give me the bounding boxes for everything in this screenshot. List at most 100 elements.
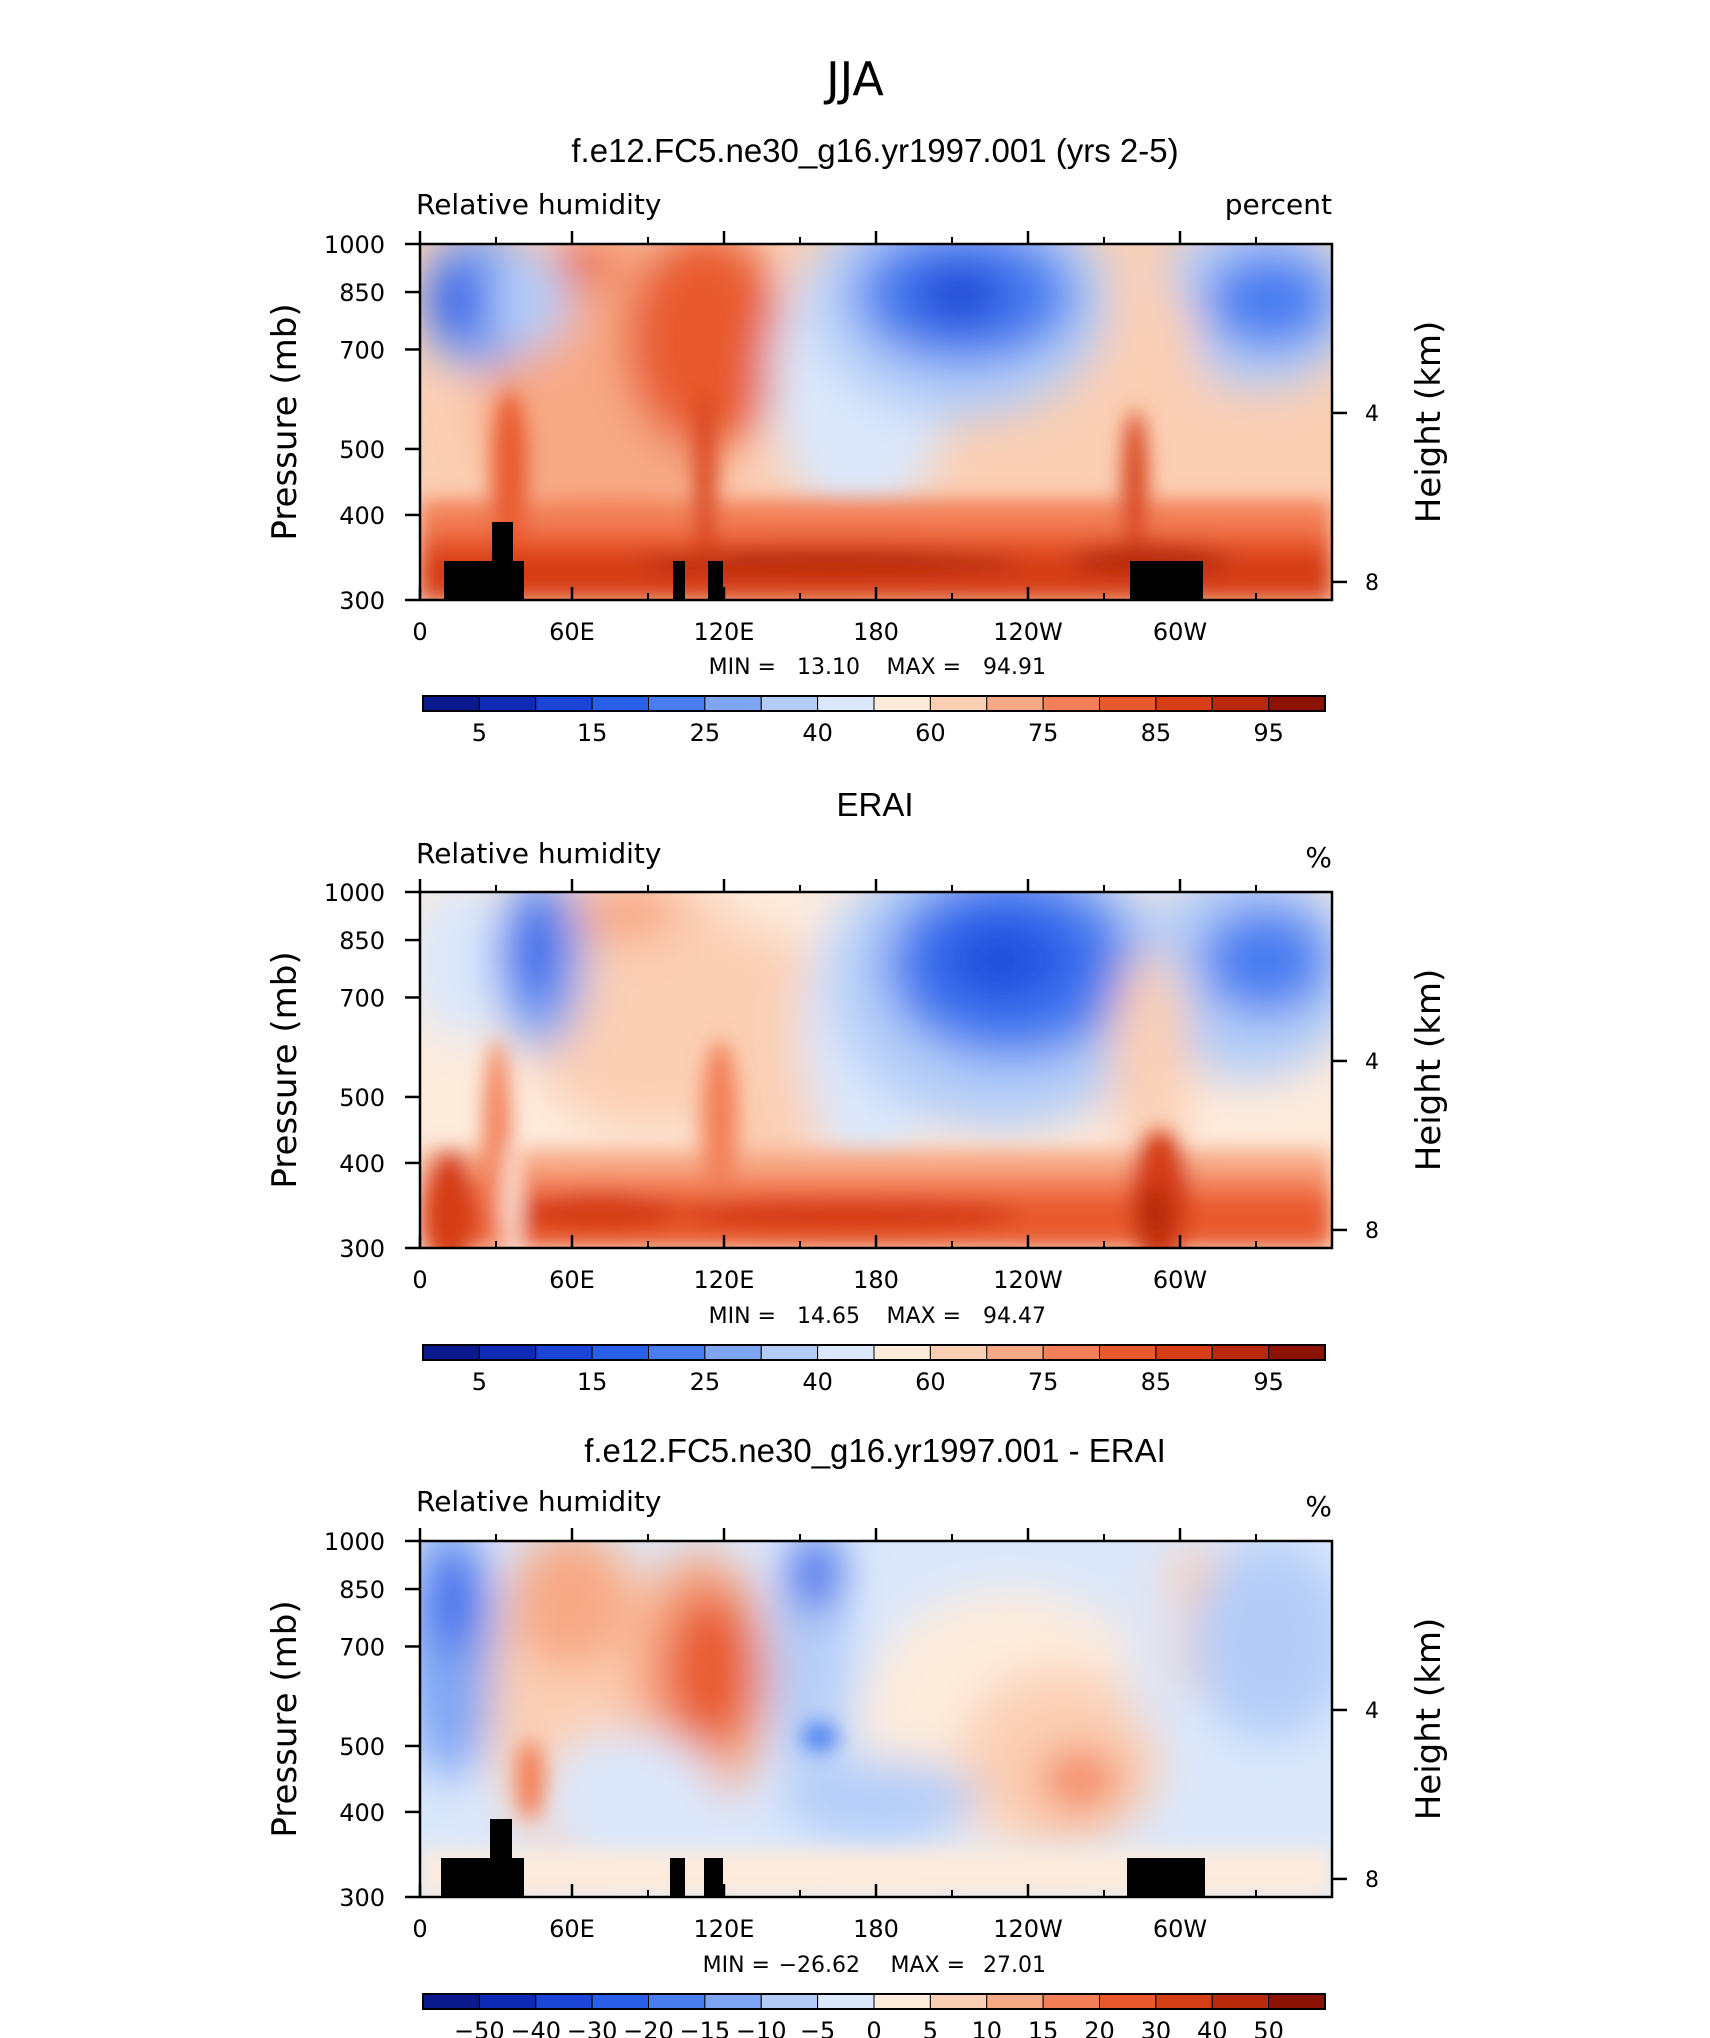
colorbar-swatch <box>1155 1344 1213 1361</box>
colorbar-swatch <box>1268 695 1326 712</box>
colorbar-swatch <box>760 695 819 712</box>
x-tick-label: 180 <box>853 618 899 646</box>
panel-left-label: Relative humidity <box>416 188 661 221</box>
colorbar-swatch <box>1211 695 1270 712</box>
colorbar-label: 5 <box>472 719 487 747</box>
x-tick-label: 0 <box>412 1266 427 1294</box>
min-label: MIN = <box>709 655 776 680</box>
x-tick-label: 120W <box>993 618 1063 646</box>
y-tick-label: 850 <box>339 279 385 307</box>
colorbar-label: −20 <box>623 2017 674 2038</box>
y-tick-label: 300 <box>339 587 385 615</box>
colorbar-label: 25 <box>690 1368 721 1396</box>
y-axis-right-label: Height (km) <box>1409 321 1449 524</box>
y-right-tick-label: 4 <box>1365 402 1379 427</box>
colorbar-swatch <box>1155 695 1213 712</box>
colorbar-swatch <box>1042 1344 1100 1361</box>
colorbar-swatch <box>986 695 1044 712</box>
colorbar-swatch <box>929 1993 988 2010</box>
y-tick-label: 500 <box>339 436 385 464</box>
y-tick-label: 700 <box>339 984 385 1012</box>
x-tick-label: 60E <box>549 1915 595 1943</box>
colorbar-label: 25 <box>690 719 721 747</box>
axes: 0 60E 120E 180 120W 60W 300 400 500 700 850 1000 8 4 <box>324 879 1379 1294</box>
colorbar-swatch <box>591 1993 649 2010</box>
colorbar-swatch <box>873 1993 931 2010</box>
colorbar-label: 85 <box>1141 719 1172 747</box>
min-value: −26.62 <box>779 1953 860 1978</box>
y-axis-label: Pressure (mb) <box>265 951 305 1188</box>
colorbar-swatch <box>535 1344 593 1361</box>
colorbar-swatch <box>535 695 593 712</box>
colorbar-swatch <box>1099 1344 1157 1361</box>
colorbar-label: 10 <box>971 2017 1002 2038</box>
x-tick-label: 120E <box>694 1915 755 1943</box>
colorbar-frame <box>422 1344 1326 1361</box>
colorbar-swatch <box>1042 695 1100 712</box>
colorbar-swatch <box>929 695 988 712</box>
topography-mask <box>444 522 1203 600</box>
colorbar-label: −15 <box>680 2017 731 2038</box>
colorbar-swatch <box>873 695 931 712</box>
figure-title: JJA <box>823 52 884 106</box>
y-tick-label: 500 <box>339 1084 385 1112</box>
colorbar-label: −30 <box>567 2017 618 2038</box>
axes: 0 60E 120E 180 120W 60W 300 400 500 700 850 1000 8 4 <box>324 1528 1379 1943</box>
colorbar-label: 95 <box>1253 719 1284 747</box>
y-tick-label: 850 <box>339 1576 385 1604</box>
y-axis-label: Pressure (mb) <box>265 1600 305 1837</box>
colorbar-swatch <box>1211 1993 1270 2010</box>
colorbar: −50 −40 −30 −20 −15 −10 −5 0 5 10 15 20 30 40 50 <box>422 1993 1326 2038</box>
colorbar-label: 5 <box>472 1368 487 1396</box>
y-right-tick-label: 4 <box>1365 1699 1379 1724</box>
panel-reanalysis: ERAI Relative humidity % <box>265 786 1449 1396</box>
x-tick-label: 120W <box>993 1915 1063 1943</box>
max-label: MAX = <box>886 655 961 680</box>
y-tick-label: 500 <box>339 1733 385 1761</box>
y-tick-label: 400 <box>339 502 385 530</box>
axes: 0 60E 120E 180 120W 60W 300 400 500 700 850 1000 8 4 <box>324 231 1379 646</box>
colorbar-swatch <box>760 1344 819 1361</box>
max-label: MAX = <box>886 1304 961 1329</box>
colorbar-swatch <box>704 695 762 712</box>
colorbar-swatch <box>704 1344 762 1361</box>
y-axis-right-label: Height (km) <box>1409 969 1449 1172</box>
panel-left-label: Relative humidity <box>416 837 661 870</box>
colorbar-swatch <box>478 695 537 712</box>
colorbar-swatch <box>1099 1993 1157 2010</box>
colorbar-swatch <box>648 1344 706 1361</box>
y-tick-label: 1000 <box>324 1528 385 1556</box>
colorbar-label: 20 <box>1084 2017 1115 2038</box>
x-tick-label: 60E <box>549 618 595 646</box>
colorbar-swatch <box>535 1993 593 2010</box>
x-tick-label: 120E <box>694 1266 755 1294</box>
colorbar-swatch <box>1155 1993 1213 2010</box>
x-tick-label: 60W <box>1153 1915 1207 1943</box>
colorbar-swatch <box>929 1344 988 1361</box>
colorbar-frame <box>422 1993 1326 2010</box>
colorbar-swatch <box>591 695 649 712</box>
colorbar-swatch <box>1268 1344 1326 1361</box>
min-label: MIN = <box>709 1304 776 1329</box>
colorbar-label: −40 <box>510 2017 561 2038</box>
min-value: 13.10 <box>797 655 860 680</box>
x-tick-label: 60W <box>1153 1266 1207 1294</box>
colorbar-label: −5 <box>800 2017 835 2038</box>
colorbar-swatch <box>817 1344 875 1361</box>
colorbar-swatch <box>422 1344 480 1361</box>
colorbar-swatch <box>422 1993 480 2010</box>
colorbar-swatch <box>1099 695 1157 712</box>
colorbar-label: 60 <box>915 719 946 747</box>
y-tick-label: 300 <box>339 1235 385 1263</box>
y-axis-label: Pressure (mb) <box>265 303 305 540</box>
x-tick-label: 0 <box>412 1915 427 1943</box>
colorbar-swatch <box>478 1993 537 2010</box>
y-right-tick-label: 8 <box>1365 571 1379 596</box>
colorbar-label: 75 <box>1028 719 1059 747</box>
panel-title: f.e12.FC5.ne30_g16.yr1997.001 - ERAI <box>584 1432 1166 1469</box>
colorbar-swatch <box>873 1344 931 1361</box>
colorbar-swatch <box>817 1993 875 2010</box>
panel-left-label: Relative humidity <box>416 1485 661 1518</box>
x-tick-label: 120W <box>993 1266 1063 1294</box>
